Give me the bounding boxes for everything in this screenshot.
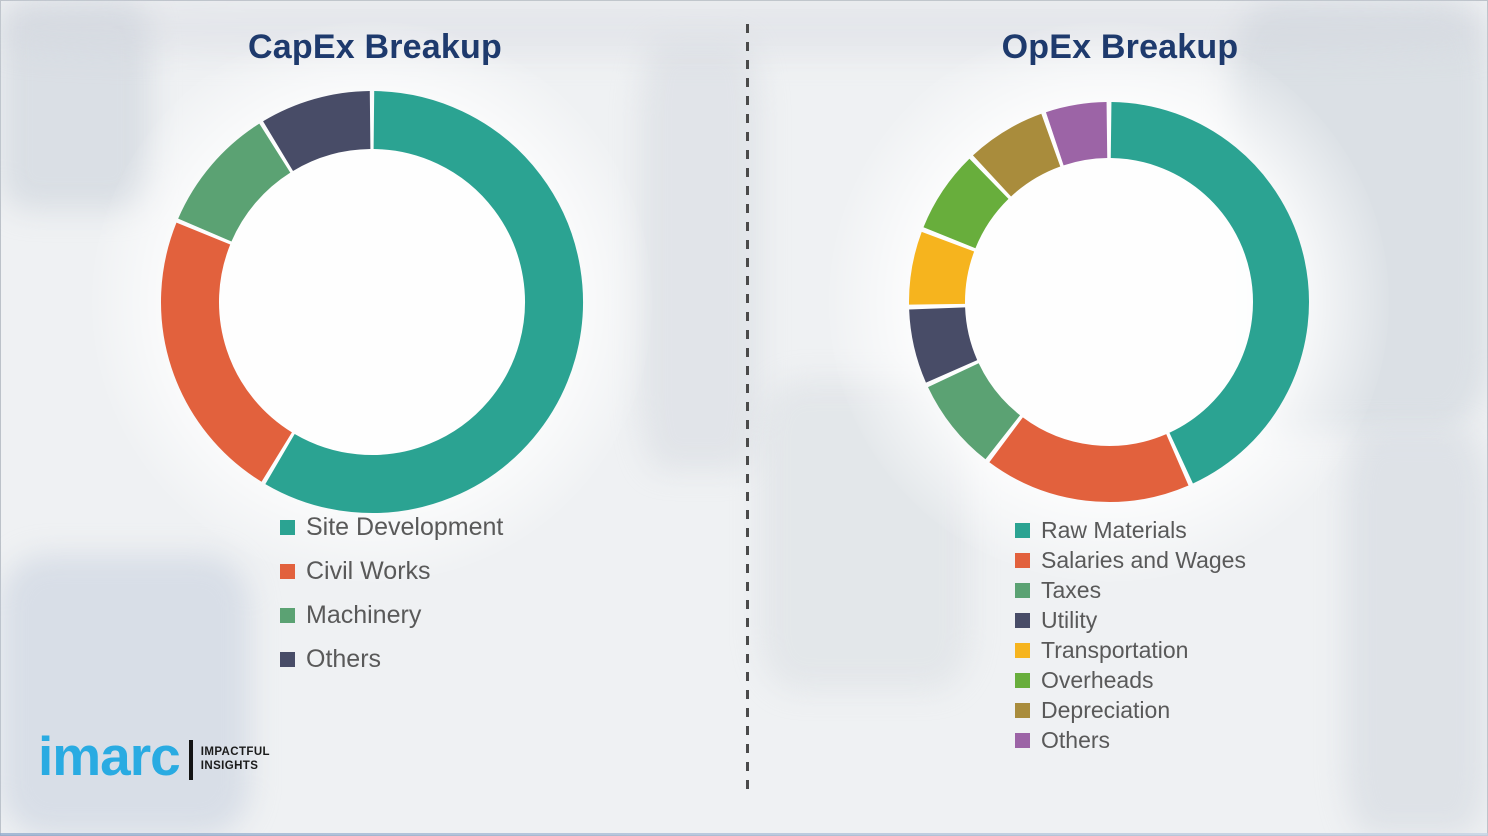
- opex-segment-utility: [909, 306, 978, 383]
- opex-legend-swatch-utility: [1015, 612, 1030, 628]
- capex-segment-others: [263, 91, 372, 172]
- capex-legend-item-machinery: Machinery: [280, 601, 503, 629]
- opex-legend-swatch-salaries-and-wages: [1015, 552, 1030, 568]
- opex-legend-label: Depreciation: [1041, 696, 1171, 723]
- opex-legend-label: Utility: [1041, 606, 1098, 633]
- imarc-logo-wordmark: imarc: [38, 725, 181, 787]
- capex-legend-swatch-machinery: [280, 607, 295, 623]
- opex-legend-item-others: Others: [1015, 727, 1246, 753]
- capex-donut-chart: [161, 91, 583, 513]
- opex-legend-item-salaries-and-wages: Salaries and Wages: [1015, 547, 1246, 573]
- opex-legend-swatch-depreciation: [1015, 702, 1030, 718]
- background-texture-shape: [640, 40, 760, 470]
- opex-legend-swatch-transportation: [1015, 642, 1030, 658]
- opex-segment-salaries-and-wages: [989, 416, 1189, 502]
- opex-legend: Raw Materials Salaries and Wages Taxes Util…: [1015, 517, 1246, 753]
- background-texture-shape: [0, 0, 150, 210]
- center-divider-dashed-line: [746, 24, 749, 790]
- capex-legend: Site Development Civil Works Machinery Othe…: [280, 513, 503, 673]
- opex-legend-label: Overheads: [1041, 666, 1154, 693]
- capex-segment-site-development: [265, 91, 583, 513]
- opex-legend-label: Salaries and Wages: [1041, 546, 1246, 573]
- capex-segment-machinery: [178, 123, 291, 243]
- capex-legend-label: Civil Works: [306, 556, 431, 585]
- capex-legend-label: Machinery: [306, 600, 422, 629]
- capex-title: CapEx Breakup: [248, 28, 502, 66]
- capex-legend-label: Others: [306, 644, 382, 673]
- opex-legend-item-utility: Utility: [1015, 607, 1246, 633]
- opex-legend-item-depreciation: Depreciation: [1015, 697, 1246, 723]
- opex-segment-taxes: [928, 362, 1021, 460]
- capex-legend-swatch-site-development: [280, 519, 295, 535]
- imarc-tagline-line1: IMPACTFUL: [200, 745, 270, 758]
- opex-legend-label: Taxes: [1041, 576, 1102, 603]
- capex-legend-swatch-others: [280, 651, 295, 667]
- opex-legend-swatch-others: [1015, 732, 1030, 748]
- capex-legend-label: Site Development: [306, 512, 504, 541]
- opex-legend-swatch-taxes: [1015, 582, 1030, 598]
- imarc-logo: imarc IMPACTFUL INSIGHTS: [38, 725, 270, 787]
- opex-legend-swatch-overheads: [1015, 672, 1030, 688]
- opex-title: OpEx Breakup: [1001, 28, 1239, 66]
- capex-legend-item-site-development: Site Development: [280, 513, 503, 541]
- capex-segment-civil-works: [161, 222, 293, 482]
- imarc-logo-divider-bar: [188, 739, 193, 780]
- opex-donut-chart: [909, 102, 1309, 502]
- opex-segment-raw-materials: [1110, 102, 1309, 484]
- background-texture-shape: [1345, 430, 1488, 836]
- opex-segment-depreciation: [972, 113, 1061, 197]
- opex-segment-overheads: [923, 158, 1010, 249]
- imarc-logo-tagline: IMPACTFUL INSIGHTS: [201, 746, 270, 774]
- opex-segment-others: [1045, 102, 1109, 166]
- opex-legend-label: Others: [1041, 726, 1111, 753]
- capex-legend-swatch-civil-works: [280, 563, 295, 579]
- imarc-tagline-line2: INSIGHTS: [200, 759, 259, 772]
- capex-legend-item-others: Others: [280, 645, 503, 673]
- opex-segment-transportation: [909, 231, 975, 305]
- opex-legend-label: Raw Materials: [1041, 516, 1187, 543]
- background-texture-shape: [0, 555, 250, 836]
- opex-legend-swatch-raw-materials: [1015, 522, 1030, 538]
- opex-legend-label: Transportation: [1041, 636, 1189, 663]
- opex-legend-item-overheads: Overheads: [1015, 667, 1246, 693]
- opex-legend-item-transportation: Transportation: [1015, 637, 1246, 663]
- capex-legend-item-civil-works: Civil Works: [280, 557, 503, 585]
- opex-legend-item-raw-materials: Raw Materials: [1015, 517, 1246, 543]
- opex-legend-item-taxes: Taxes: [1015, 577, 1246, 603]
- bottom-edge-line: [0, 833, 1488, 836]
